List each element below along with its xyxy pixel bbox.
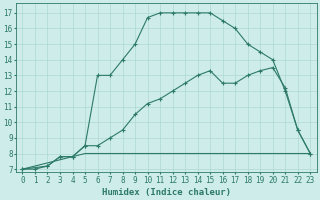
X-axis label: Humidex (Indice chaleur): Humidex (Indice chaleur): [102, 188, 231, 197]
